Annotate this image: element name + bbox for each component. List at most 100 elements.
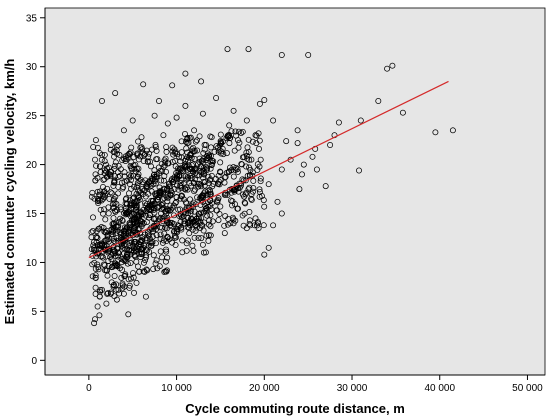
data-point [163, 246, 169, 253]
data-point [134, 182, 141, 189]
data-point [231, 147, 238, 154]
data-point [159, 239, 166, 246]
data-point [101, 228, 108, 235]
data-point [108, 252, 115, 259]
data-point [300, 161, 307, 168]
data-point [248, 156, 255, 163]
data-point [179, 167, 185, 174]
data-point [105, 257, 112, 264]
data-point [127, 251, 134, 258]
data-point [111, 177, 118, 184]
data-point [111, 293, 118, 300]
data-point [143, 254, 150, 261]
data-point [191, 127, 198, 134]
data-point [157, 189, 164, 196]
data-point [217, 159, 224, 166]
data-point [95, 195, 101, 202]
data-point [239, 154, 246, 161]
data-point [140, 81, 147, 88]
data-point [164, 198, 171, 205]
data-point [207, 133, 214, 140]
data-point [247, 217, 253, 224]
data-point [189, 242, 196, 249]
data-point [199, 110, 206, 117]
data-point [129, 117, 136, 124]
data-point [126, 197, 133, 204]
data-point [93, 234, 100, 241]
data-point [261, 251, 268, 258]
data-point [121, 210, 127, 217]
data-point [96, 197, 103, 204]
data-point [111, 162, 118, 169]
data-point [106, 171, 113, 178]
data-point [203, 232, 210, 239]
data-point [191, 234, 198, 241]
data-point [105, 210, 112, 217]
data-point [182, 162, 189, 169]
data-point [92, 156, 98, 163]
data-point [99, 98, 105, 104]
data-point [240, 222, 247, 229]
data-point [216, 178, 222, 185]
data-point [184, 173, 191, 180]
data-point [115, 222, 122, 229]
data-point [177, 183, 184, 190]
data-point [92, 284, 99, 291]
data-point [117, 204, 124, 211]
data-point [198, 78, 205, 85]
data-point [116, 290, 123, 297]
data-point [150, 207, 157, 213]
data-point [118, 274, 125, 281]
data-point [223, 150, 230, 157]
data-point [327, 142, 334, 148]
y-tick-label: 25 [26, 111, 38, 122]
data-point [142, 212, 149, 219]
data-point [156, 216, 163, 223]
data-point [165, 180, 172, 187]
data-point [239, 128, 246, 135]
x-axis-ticks: 0 10 000 20 000 30 000 40 000 50 000 [86, 375, 543, 394]
data-point [178, 193, 185, 200]
data-point [184, 186, 191, 193]
data-point [88, 234, 95, 241]
data-point [178, 212, 185, 219]
data-point [313, 166, 320, 173]
data-point [97, 169, 104, 176]
data-point [182, 131, 188, 137]
data-point [265, 181, 272, 188]
data-point [142, 293, 149, 300]
data-point [143, 237, 150, 244]
data-point [205, 173, 212, 180]
data-point [106, 195, 113, 202]
data-point [107, 146, 114, 153]
data-point [206, 152, 213, 159]
data-point [185, 220, 192, 227]
data-point [198, 183, 204, 190]
data-point [219, 138, 226, 145]
data-point [197, 225, 204, 231]
data-point [179, 237, 186, 244]
data-point [213, 95, 220, 101]
data-point [184, 136, 190, 143]
data-point [221, 191, 228, 198]
data-point [146, 212, 153, 219]
data-point [168, 189, 175, 196]
data-point [92, 274, 99, 281]
data-point [246, 184, 253, 191]
data-point [167, 183, 174, 190]
data-point [173, 114, 180, 121]
data-point [102, 246, 109, 253]
x-tick-label: 40 000 [424, 383, 455, 394]
data-point [111, 179, 118, 186]
data-point [128, 166, 135, 173]
data-point [111, 225, 118, 232]
data-point [206, 186, 213, 193]
data-point [92, 137, 99, 144]
data-point [309, 153, 316, 160]
data-point [246, 171, 253, 178]
data-point [375, 98, 382, 104]
data-point [96, 293, 103, 300]
data-point [113, 223, 120, 230]
data-point [101, 158, 108, 165]
plot-background [44, 7, 546, 376]
